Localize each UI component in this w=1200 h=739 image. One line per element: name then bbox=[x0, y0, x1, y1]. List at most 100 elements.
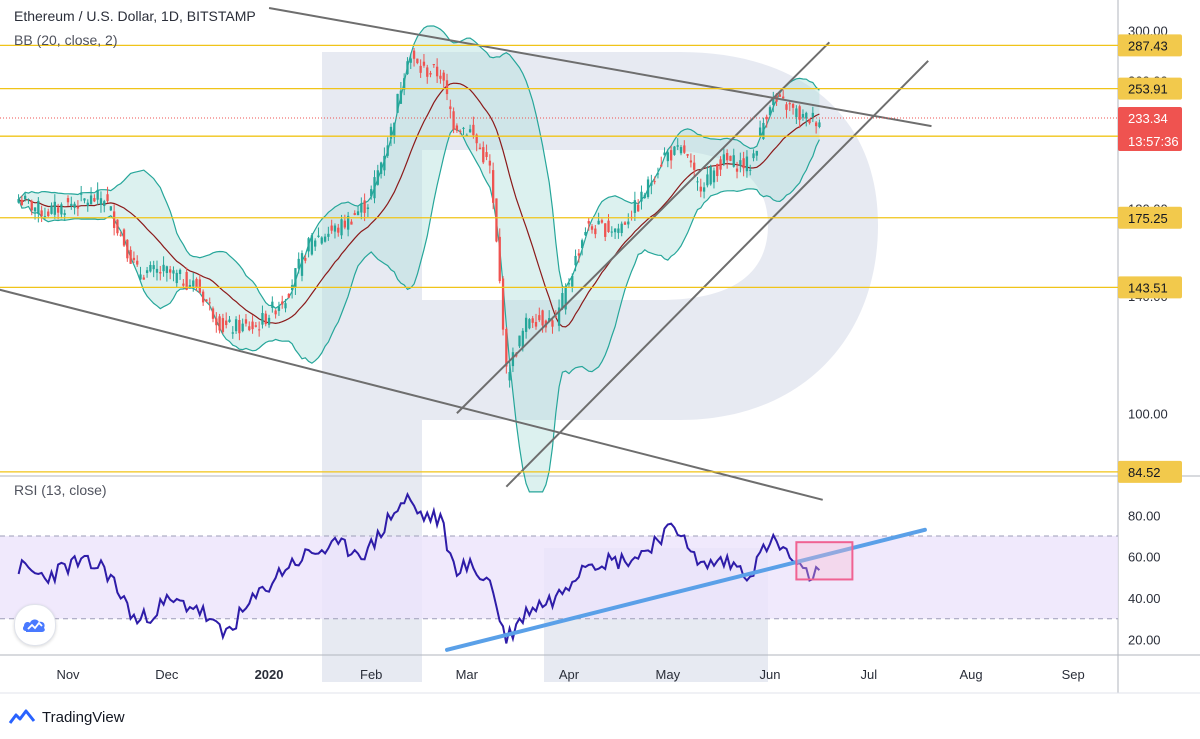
candle-body bbox=[31, 201, 33, 210]
candle-body bbox=[433, 64, 435, 65]
candle-body bbox=[410, 58, 412, 62]
candle-body bbox=[637, 205, 639, 211]
candle-body bbox=[70, 204, 72, 206]
candle-body bbox=[44, 216, 46, 217]
level-label: 253.91 bbox=[1128, 82, 1168, 97]
candle-body bbox=[571, 276, 573, 287]
bb-indicator-label[interactable]: BB (20, close, 2) bbox=[14, 32, 118, 48]
candle-body bbox=[344, 221, 346, 228]
candle-body bbox=[779, 94, 781, 96]
candle-body bbox=[535, 322, 537, 327]
candle-body bbox=[736, 169, 738, 172]
candle-body bbox=[719, 159, 721, 169]
candle-body bbox=[298, 259, 300, 269]
cloud-icon[interactable] bbox=[14, 604, 56, 646]
candle-body bbox=[581, 240, 583, 248]
candle-body bbox=[321, 237, 323, 243]
candle-body bbox=[419, 66, 421, 73]
candle-body bbox=[703, 187, 705, 191]
candle-body bbox=[258, 329, 260, 330]
candle-body bbox=[792, 104, 794, 108]
candle-body bbox=[660, 165, 662, 167]
candle-body bbox=[294, 268, 296, 287]
candle-body bbox=[238, 320, 240, 333]
tradingview-name: TradingView bbox=[42, 709, 125, 726]
candle-body bbox=[393, 123, 395, 138]
candle-body bbox=[663, 153, 665, 156]
candle-body bbox=[808, 119, 810, 123]
candle-body bbox=[126, 240, 128, 258]
candle-body bbox=[189, 285, 191, 287]
candle-body bbox=[232, 332, 234, 333]
candle-body bbox=[439, 76, 441, 79]
candle-body bbox=[133, 258, 135, 260]
candle-body bbox=[225, 321, 227, 325]
candle-body bbox=[508, 372, 510, 380]
candle-body bbox=[222, 318, 224, 332]
price-tick-label: 100.00 bbox=[1128, 406, 1168, 421]
candle-body bbox=[268, 318, 270, 325]
candle-body bbox=[228, 320, 230, 322]
candle-body bbox=[538, 315, 540, 320]
chart-title: Ethereum / U.S. Dollar, 1D, BITSTAMP bbox=[14, 8, 256, 24]
candle-body bbox=[416, 59, 418, 63]
candle-body bbox=[373, 177, 375, 198]
candle-body bbox=[301, 253, 303, 276]
candle-body bbox=[482, 147, 484, 162]
candle-body bbox=[644, 195, 646, 198]
candle-body bbox=[449, 106, 451, 109]
candle-body bbox=[87, 203, 89, 206]
candle-body bbox=[789, 103, 791, 104]
time-tick-label: Mar bbox=[456, 667, 479, 682]
candle-body bbox=[584, 232, 586, 235]
candle-body bbox=[83, 198, 85, 200]
candle-body bbox=[443, 73, 445, 81]
candle-body bbox=[176, 273, 178, 283]
candle-body bbox=[340, 219, 342, 235]
candle-body bbox=[396, 94, 398, 113]
time-tick-label: Aug bbox=[959, 667, 982, 682]
candle-body bbox=[166, 266, 168, 273]
candle-body bbox=[693, 163, 695, 170]
candle-body bbox=[462, 128, 464, 129]
candle-body bbox=[146, 270, 148, 273]
candle-body bbox=[274, 311, 276, 315]
rsi-tick-label: 40.00 bbox=[1128, 591, 1161, 606]
candle-body bbox=[588, 221, 590, 223]
candle-body bbox=[713, 170, 715, 182]
candle-body bbox=[706, 174, 708, 185]
candle-body bbox=[597, 221, 599, 225]
candle-body bbox=[242, 324, 244, 332]
tradingview-brand[interactable]: TradingView bbox=[8, 704, 125, 730]
candle-body bbox=[782, 97, 784, 99]
candle-body bbox=[143, 277, 145, 279]
candle-body bbox=[683, 145, 685, 152]
time-tick-label: Apr bbox=[559, 667, 580, 682]
candle-body bbox=[149, 265, 151, 272]
candle-body bbox=[406, 61, 408, 74]
candle-body bbox=[390, 127, 392, 139]
time-tick-label: Nov bbox=[56, 667, 80, 682]
rsi-highlight-box[interactable] bbox=[796, 542, 852, 579]
candle-body bbox=[37, 201, 39, 214]
candle-body bbox=[469, 129, 471, 132]
candle-body bbox=[54, 202, 56, 215]
candle-body bbox=[452, 111, 454, 130]
candle-body bbox=[677, 145, 679, 146]
candle-body bbox=[337, 228, 339, 233]
candle-body bbox=[120, 235, 122, 236]
candle-body bbox=[129, 250, 131, 264]
time-tick-label: Jun bbox=[760, 667, 781, 682]
candle-body bbox=[650, 183, 652, 186]
candle-body bbox=[251, 322, 253, 330]
rsi-indicator-label[interactable]: RSI (13, close) bbox=[14, 482, 107, 498]
candle-body bbox=[680, 147, 682, 153]
candle-body bbox=[17, 199, 19, 203]
candle-body bbox=[314, 241, 316, 247]
candle-body bbox=[77, 207, 79, 209]
candle-body bbox=[212, 308, 214, 318]
candle-body bbox=[93, 198, 95, 201]
candle-body bbox=[47, 212, 49, 216]
candle-body bbox=[199, 279, 201, 292]
